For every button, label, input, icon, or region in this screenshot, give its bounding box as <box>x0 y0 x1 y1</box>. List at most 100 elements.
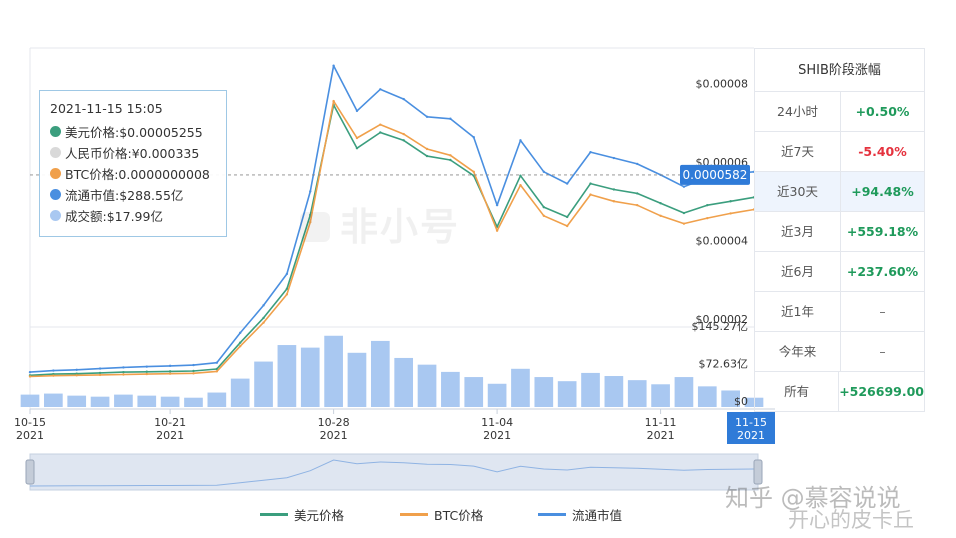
series-point <box>52 369 55 372</box>
current-price-badge <box>680 164 750 185</box>
legend-label: BTC价格 <box>434 508 484 523</box>
performance-row[interactable]: 所有 +526699.00 <box>755 372 925 412</box>
period-change: – <box>879 344 886 359</box>
performance-row[interactable]: 近7天 -5.40% <box>755 132 925 172</box>
x-tick-year: 2021 <box>320 429 348 442</box>
tooltip-row-label: 成交额:$17.99亿 <box>65 209 163 224</box>
tooltip-row: 美元价格:$0.00005255 <box>50 121 216 142</box>
series-point <box>379 88 382 91</box>
series-point <box>122 366 125 369</box>
series-point <box>122 370 125 374</box>
series-point <box>262 316 265 320</box>
weibo-watermark: 开心的皮卡丘 <box>788 508 914 532</box>
tooltip-row-label: 流通市值:$288.55亿 <box>65 188 184 203</box>
volume-bar <box>370 340 390 407</box>
data-tooltip: 2021-11-15 15:05 美元价格:$0.00005255 人民币价格:… <box>39 90 227 237</box>
x-tick-year: 2021 <box>483 429 511 442</box>
legend-label: 流通市值 <box>572 508 623 523</box>
tooltip-row: 流通市值:$288.55亿 <box>50 184 216 205</box>
performance-row[interactable]: 24小时 +0.50% <box>755 92 925 132</box>
zoom-handle-right[interactable] <box>753 459 763 485</box>
series-point <box>519 139 522 142</box>
series-point <box>192 363 195 367</box>
price-tick-label: $0.00002 <box>696 313 749 326</box>
series-point <box>168 370 172 373</box>
current-year-label: 2021 <box>737 429 765 442</box>
series-point <box>145 372 148 376</box>
series-point <box>589 193 592 196</box>
x-tick-date: 11-11 <box>645 416 677 429</box>
series-point <box>449 117 452 120</box>
volume-bar <box>511 368 530 407</box>
period-label: 近3月 <box>755 212 841 251</box>
performance-row[interactable]: 近1年 – <box>755 292 925 332</box>
series-point <box>285 272 289 276</box>
series-point <box>355 147 359 150</box>
tooltip-row: BTC价格:0.0000000008 <box>50 163 216 184</box>
series-point <box>519 174 522 177</box>
volume-bar <box>627 380 647 407</box>
period-label: 近7天 <box>755 132 841 171</box>
legend-item-btc-price[interactable]: BTC价格 <box>400 505 483 524</box>
period-label: 所有 <box>755 372 840 411</box>
series-point <box>636 192 639 195</box>
series-point <box>332 64 335 67</box>
volume-tick-label: $72.63亿 <box>699 358 749 371</box>
period-change: +0.50% <box>855 104 910 119</box>
series-point <box>472 170 475 173</box>
volume-bar <box>230 378 250 407</box>
volume-bar <box>300 347 320 407</box>
legend-item-usd-price[interactable]: 美元价格 <box>260 505 344 524</box>
series-point <box>729 200 732 203</box>
series-point <box>495 229 499 232</box>
series-dot-icon <box>50 210 61 221</box>
volume-bar <box>441 371 460 407</box>
current-date-badge <box>727 412 775 444</box>
volume-bar <box>674 377 694 407</box>
performance-row[interactable]: 近6月 +237.60% <box>755 252 925 292</box>
performance-row[interactable]: 今年来 – <box>755 332 925 372</box>
series-point <box>98 373 102 377</box>
performance-row[interactable]: 近3月 +559.18% <box>755 212 925 252</box>
series-point <box>495 203 499 207</box>
series-dot-icon <box>50 147 61 158</box>
series-point <box>542 214 546 217</box>
series-point <box>682 211 686 215</box>
series-point <box>682 185 686 188</box>
series-point <box>565 182 569 185</box>
series-point <box>542 205 546 209</box>
volume-bar <box>184 397 203 407</box>
series-point <box>379 123 382 126</box>
performance-row[interactable]: 近30天 +94.48% <box>755 172 925 212</box>
tooltip-row: 成交额:$17.99亿 <box>50 205 216 226</box>
tooltip-row-label: BTC价格:0.0000000008 <box>65 167 210 182</box>
volume-bar <box>114 394 133 407</box>
series-point <box>589 182 592 185</box>
series-point <box>262 304 265 307</box>
x-tick-date: 11-04 <box>481 416 513 429</box>
chart-legend: 美元价格 BTC价格 流通市值 <box>0 505 956 527</box>
volume-bar <box>20 394 40 407</box>
series-point <box>425 115 429 118</box>
series-point <box>168 372 172 375</box>
series-point <box>28 370 32 374</box>
performance-table: SHIB阶段涨幅 24小时 +0.50% 近7天 -5.40% 近30天 +94.48… <box>754 48 925 412</box>
zoom-handle-left[interactable] <box>25 459 35 485</box>
volume-bar <box>44 393 63 407</box>
tooltip-row-label: 美元价格:$0.00005255 <box>65 125 203 140</box>
x-tick-year: 2021 <box>647 429 675 442</box>
zoom-slider-track <box>29 453 759 491</box>
series-point <box>589 150 592 154</box>
series-point <box>472 136 475 139</box>
volume-bar <box>137 395 157 407</box>
series-point <box>309 190 312 193</box>
current-price-label: 0.0000582 <box>683 168 748 182</box>
legend-label: 美元价格 <box>294 508 345 523</box>
legend-swatch-icon <box>260 513 288 516</box>
series-point <box>52 374 55 377</box>
volume-bar <box>581 372 600 407</box>
current-date-label: 11-15 <box>735 416 767 429</box>
legend-item-market-cap[interactable]: 流通市值 <box>538 505 622 524</box>
volume-bar <box>487 383 507 407</box>
price-tick-label: $0.00008 <box>696 77 749 90</box>
